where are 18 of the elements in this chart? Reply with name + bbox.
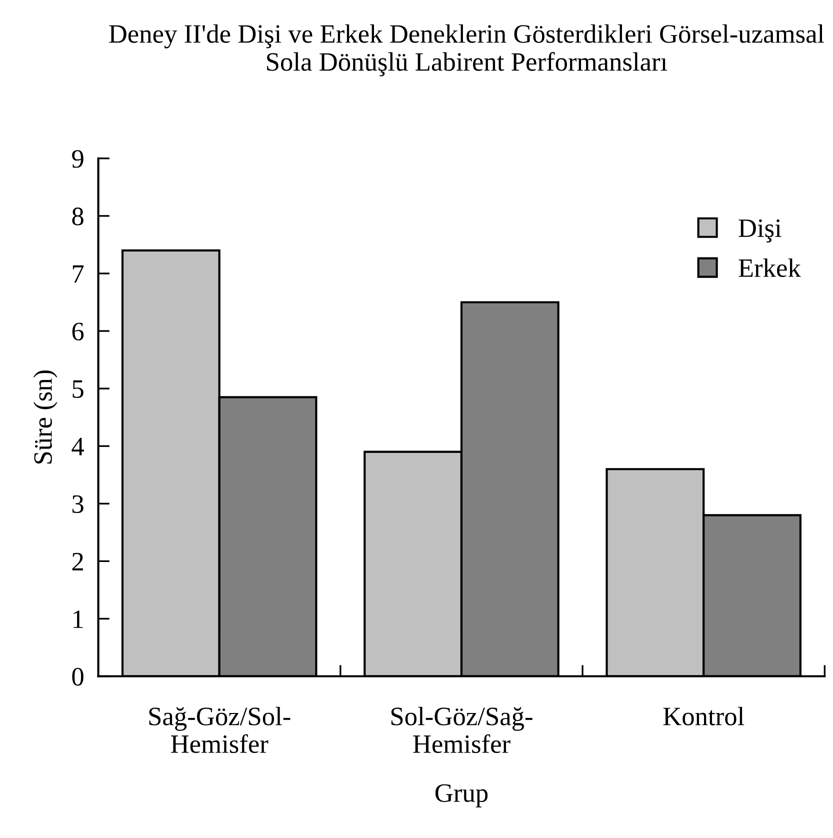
- y-tick-label: 7: [72, 265, 84, 283]
- y-tick-label: 6: [72, 322, 84, 340]
- y-axis-title: Süre (sn): [33, 370, 58, 464]
- y-tick-label: 4: [72, 438, 84, 456]
- legend-label: Erkek: [738, 258, 801, 278]
- y-tick-label: 8: [72, 208, 84, 226]
- y-tick-label: 3: [72, 495, 84, 514]
- x-axis-title: Grup: [435, 784, 488, 808]
- y-tick-label: 5: [72, 380, 84, 398]
- x-tick-label: Sol-Göz/Sağ- Hemisfer: [391, 706, 532, 754]
- legend-label: Dişi: [738, 219, 782, 242]
- y-tick-label: 1: [74, 610, 83, 628]
- y-tick-label: 9: [72, 150, 84, 168]
- y-tick-label: 2: [72, 552, 83, 570]
- y-tick-label: 0: [72, 668, 84, 686]
- chart-title: Deney II'de Dişi ve Erkek Deneklerin Gösterdikleri Görsel-uzamsal Sola Dönüşlü Labirent Performansları: [109, 24, 824, 76]
- x-tick-label: Sağ-Göz/Sol- Hemisfer: [149, 706, 290, 754]
- x-tick-label: Kontrol: [663, 706, 744, 726]
